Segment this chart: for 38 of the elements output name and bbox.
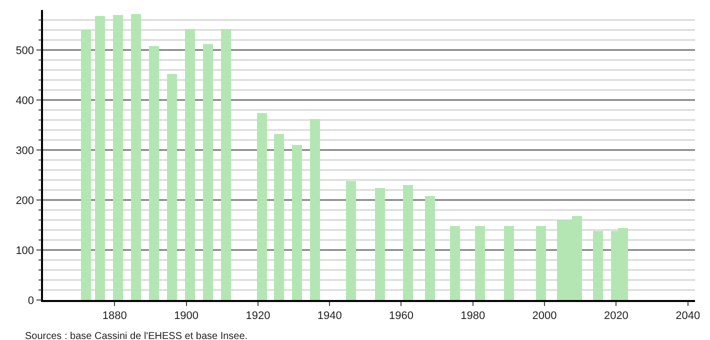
bar: [167, 74, 177, 300]
bar: [346, 181, 356, 300]
bar: [450, 226, 460, 300]
bar: [425, 196, 435, 300]
y-tick-label: 100: [16, 244, 34, 257]
y-tick-label: 500: [16, 44, 34, 57]
bar: [593, 231, 603, 300]
bar: [95, 16, 105, 300]
x-tick-label: 1880: [102, 310, 127, 322]
bar: [403, 185, 413, 300]
bar: [375, 188, 385, 300]
x-tick-label: 1900: [174, 310, 199, 322]
bar: [221, 29, 231, 300]
y-tick-label: 0: [28, 294, 34, 307]
source-note: Sources : base Cassini de l'EHESS et base Insee.: [25, 331, 248, 340]
bar: [257, 113, 267, 300]
bar: [203, 44, 213, 300]
bar: [113, 15, 123, 300]
bar: [504, 226, 514, 300]
x-tick-label: 2020: [604, 310, 628, 322]
bar: [149, 46, 159, 300]
x-tick-label: 1920: [246, 310, 270, 322]
x-tick-label: 1960: [389, 310, 414, 322]
x-tick-label: 1980: [460, 310, 486, 322]
bar: [536, 226, 546, 300]
y-tick-label: 300: [16, 144, 34, 157]
bar: [310, 119, 320, 300]
x-tick-label: 2040: [676, 310, 700, 322]
x-tick-label: 1940: [317, 310, 342, 322]
bar: [292, 145, 302, 300]
x-tick-label: 2000: [532, 310, 557, 322]
bar: [131, 14, 141, 300]
y-tick-label: 400: [16, 94, 34, 107]
bar: [81, 30, 91, 300]
bar: [185, 29, 195, 300]
bar: [274, 134, 284, 300]
y-tick-label: 200: [16, 194, 34, 207]
bar: [475, 226, 485, 300]
